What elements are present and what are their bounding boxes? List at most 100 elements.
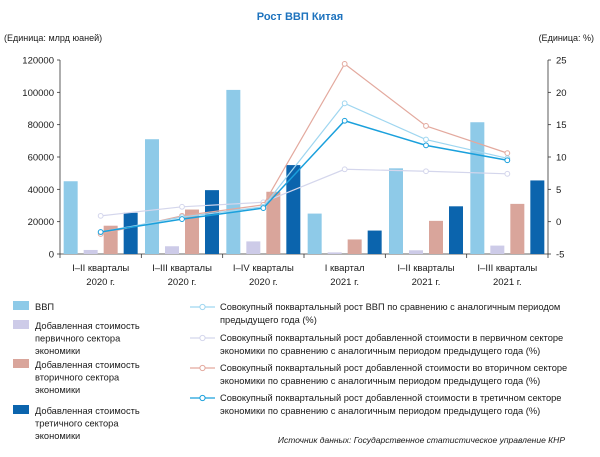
legend-swatch-bar-2: [13, 320, 29, 329]
legend-swatch-marker: [199, 394, 206, 402]
category-label-line1: I–II кварталы: [397, 263, 454, 274]
left-tick-label: 120000: [22, 56, 54, 67]
category-label-line2: 2021 г.: [412, 277, 441, 288]
bar-series1-5: [389, 168, 403, 254]
left-axis-unit: (Единица: млрд юаней): [4, 33, 102, 43]
bar-series2-1: [83, 249, 98, 254]
bar-series1-4: [307, 213, 322, 254]
left-tick-label: 100000: [22, 88, 54, 99]
left-tick-label: 20000: [28, 217, 54, 228]
axes: 120000 100000 80000 60000 40000 20000 0 25 20 15 1…: [22, 56, 566, 261]
legend-label-bar: экономики: [35, 431, 80, 441]
legend-swatch-bar-3: [13, 359, 29, 368]
line-point-4-1: [97, 229, 104, 235]
category-label-line2: 2021 г.: [493, 277, 522, 288]
legend-label-bar: экономики: [35, 346, 80, 356]
bar-series2-5: [409, 250, 423, 254]
left-tick-label: 0: [49, 250, 54, 261]
right-tick-label: -5: [556, 250, 564, 261]
legend-label-line: Совокупный поквартальный рост добавленно…: [220, 363, 567, 373]
legend: ВВП Добавленная стоимость первичного секто…: [13, 301, 567, 441]
category-label-line2: 2020 г.: [249, 277, 278, 288]
category-label-line2: 2020 г.: [86, 277, 115, 288]
left-tick-label: 80000: [28, 120, 54, 131]
bar-series3-5: [429, 220, 443, 254]
line-point-3-5: [423, 123, 429, 129]
line-point-2-1: [97, 212, 104, 219]
bar-series1-2: [145, 139, 159, 254]
legend-label-bar: вторичного сектора: [35, 373, 120, 383]
source-note: Источник данных: Государственное статист…: [278, 435, 565, 445]
legend-label-line: Совокупный поквартальный рост добавленно…: [220, 333, 563, 343]
bar-series1-1: [63, 181, 78, 254]
line-series-2: [100, 168, 508, 217]
line-point-4-2: [179, 216, 185, 222]
line-point-4-4: [341, 117, 348, 124]
right-axis-unit: (Единица: %): [539, 33, 594, 43]
line-point-3-4: [341, 60, 348, 67]
right-tick-label: 25: [556, 56, 567, 67]
legend-swatch-marker: [199, 364, 206, 372]
chart-title: Рост ВВП Китая: [257, 11, 343, 23]
legend-swatch-marker: [199, 303, 206, 311]
right-tick-label: 5: [556, 185, 561, 196]
line-point-4-3: [260, 205, 267, 211]
category-label-line2: 2020 г.: [168, 277, 197, 288]
legend-label-line: Совокупный поквартальный рост добавленно…: [220, 393, 561, 403]
right-tick-label: 15: [556, 120, 567, 131]
legend-label-bar: экономики: [35, 385, 80, 395]
bar-series2-3: [246, 241, 261, 254]
legend-label-line: экономики по сравнению с аналогичным пер…: [220, 406, 540, 416]
legend-label-bar: первичного сектора: [35, 334, 121, 344]
bar-series1-3: [226, 89, 241, 255]
bar-series-group: [63, 89, 545, 255]
legend-label-bar: Добавленная стоимость: [35, 406, 140, 416]
bar-series4-4: [367, 230, 382, 254]
legend-label-line: Совокупный поквартальный рост ВВП по сра…: [220, 302, 560, 312]
bar-series3-6: [510, 203, 525, 254]
category-label-line1: I–II кварталы: [72, 263, 129, 274]
bar-series3-4: [347, 239, 362, 254]
category-label-line2: 2021 г.: [330, 277, 359, 288]
legend-label-bar: третичного сектора: [35, 419, 119, 429]
bar-series4-5: [449, 206, 463, 254]
bar-series2-2: [165, 246, 179, 254]
legend-label-bar: Добавленная стоимость: [35, 321, 140, 331]
category-label-line1: I квартал: [325, 263, 365, 274]
bar-series2-4: [327, 252, 342, 254]
right-tick-label: 10: [556, 153, 567, 164]
bar-series4-2: [205, 190, 219, 254]
left-tick-label: 60000: [28, 153, 54, 164]
bar-series3-3: [266, 191, 281, 254]
category-label-line1: I–III кварталы: [477, 263, 537, 274]
legend-label-line: экономики по сравнению с аналогичным пер…: [220, 376, 540, 386]
bar-series2-6: [490, 245, 505, 254]
left-tick-label: 40000: [28, 185, 54, 196]
line-series-4: [100, 119, 508, 233]
bar-series4-6: [530, 180, 545, 254]
category-label-line1: I–IV кварталы: [233, 263, 294, 274]
line-point-2-4: [341, 166, 348, 173]
legend-label-line: экономики по сравнению с аналогичным пер…: [220, 346, 540, 356]
line-point-2-2: [179, 203, 185, 210]
line-point-1-5: [423, 136, 429, 143]
legend-swatch-bar-1: [13, 301, 29, 310]
line-point-2-5: [423, 168, 429, 175]
line-series-3: [100, 62, 508, 235]
bar-series3-2: [185, 209, 199, 254]
line-point-1-4: [341, 100, 348, 107]
legend-swatch-marker: [199, 334, 206, 342]
line-point-3-6: [504, 150, 511, 157]
category-labels: I–II кварталы 2020 г. I–III кварталы 2020 г…: [72, 263, 537, 288]
right-tick-label: 0: [556, 217, 561, 228]
line-point-2-6: [504, 170, 511, 177]
legend-label-line: предыдущего года (%): [220, 315, 317, 325]
line-point-4-6: [504, 157, 511, 164]
legend-label-bar: Добавленная стоимость: [35, 360, 140, 370]
bar-series4-3: [286, 165, 301, 254]
right-tick-label: 20: [556, 88, 567, 99]
line-point-4-5: [423, 142, 429, 149]
category-label-line1: I–III кварталы: [152, 263, 212, 274]
line-series-1: [100, 102, 508, 233]
